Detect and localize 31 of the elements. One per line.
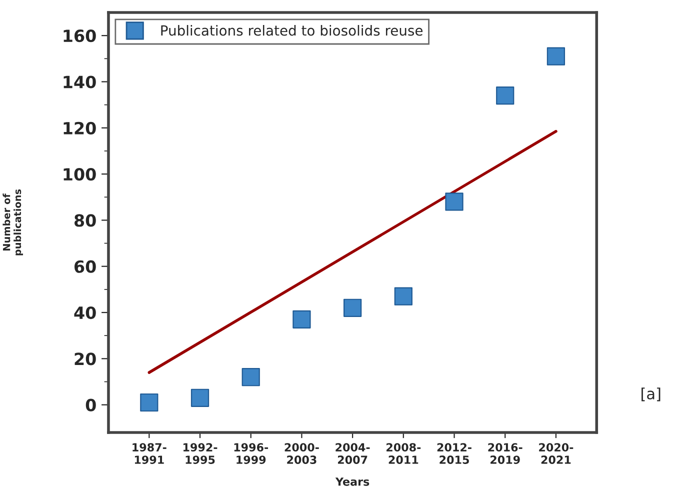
point (546, 47, 566, 66)
point (140, 393, 158, 412)
y-tick-label: 0 (86, 398, 96, 412)
y-tick-label: 120 (64, 122, 96, 134)
y-tick-label: 80 (74, 214, 96, 227)
x-tick-label: 2000- 2003 (284, 443, 319, 464)
x-tick-label: 2004- 2007 (336, 443, 370, 464)
text: [a] (642, 388, 660, 402)
y-tick-label: 140 (64, 76, 96, 88)
y-tick-label: 20 (74, 352, 96, 366)
y-tick-label: 100 (64, 168, 96, 181)
legend-label: Publications related to biosolids reuse (161, 25, 423, 36)
point (292, 310, 311, 328)
x-tick-label: 2016- 2019 (488, 443, 522, 464)
point (394, 287, 412, 306)
y-tick-label: 40 (74, 306, 96, 320)
x-tick-label: 1987- 1991 (132, 443, 166, 464)
x-tick-label: 1996- 1999 (234, 443, 268, 464)
point (242, 368, 260, 386)
x-tick-label: 2012- 2015 (437, 443, 472, 464)
point (190, 388, 210, 407)
x-axis-title: Years (335, 478, 370, 486)
point (344, 298, 362, 317)
y-tick-label: 160 (64, 30, 96, 42)
point (445, 192, 464, 211)
y-tick-label: 60 (74, 260, 96, 273)
point (496, 86, 514, 105)
x-tick-label: 2008- 2011 (386, 443, 421, 464)
x-tick-label: 2020- 2021 (539, 443, 574, 464)
y-axis-title: Number of publications (2, 189, 23, 256)
x-tick-label: 1992- 1995 (183, 443, 218, 464)
